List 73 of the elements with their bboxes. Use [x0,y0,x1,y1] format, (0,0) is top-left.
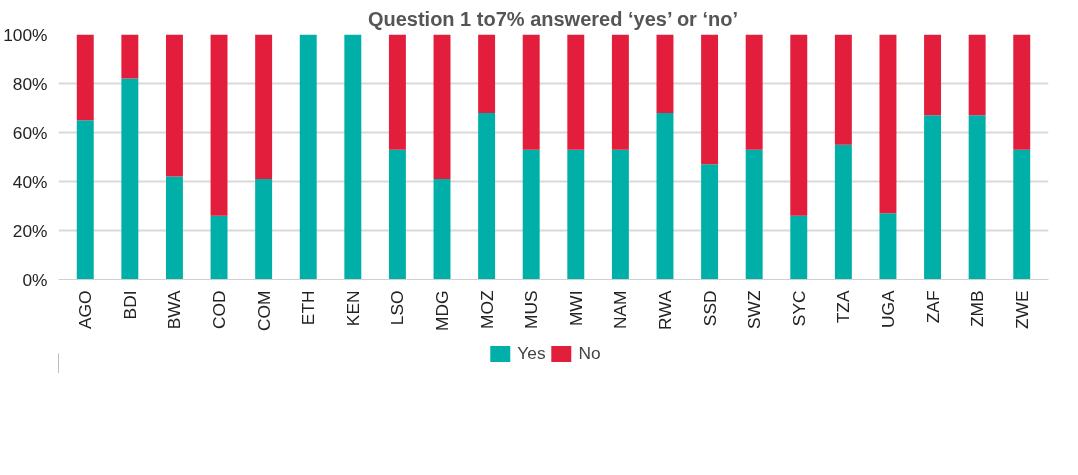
x-tick-label: NAM [610,290,631,330]
bar [567,149,585,280]
bar [210,34,228,216]
x-tick-label: UGA [877,290,898,329]
bar [165,176,183,280]
bar [522,149,540,280]
bar [478,34,496,113]
x-tick-label: MOZ [476,290,497,329]
bar [968,34,986,116]
chart-title: Question 1 to7% answered ‘yes’ or ‘no’ [367,7,738,30]
x-tick-label: MDG [432,290,453,331]
bar [388,149,406,280]
bar [834,34,852,145]
x-tick-label: COM [253,290,274,331]
bar [165,34,183,177]
x-tick-label: BWA [164,290,185,330]
bar [1013,149,1031,280]
x-tick-label: ETH [298,290,319,326]
x-tick-label: KEN [342,290,363,327]
bar [924,115,942,280]
bar [611,149,629,280]
x-tick-label: BDI [119,290,140,320]
bar [834,144,852,280]
bar [121,34,139,79]
bar [522,34,540,150]
x-tick-label: ZMB [967,290,988,328]
y-tick-label: 0% [22,269,48,290]
x-tick-label: ZWE [1011,290,1032,329]
bar [790,215,808,280]
bar [879,34,897,214]
legend-label: Yes [517,342,546,364]
bar [924,34,942,116]
y-tick-label: 60% [12,122,48,143]
y-tick-label: 20% [12,220,48,241]
x-tick-label: AGO [75,290,96,330]
bar [656,112,674,280]
bar [210,215,228,280]
bar [567,34,585,150]
bar [255,34,273,180]
bar [745,149,763,280]
y-tick-label: 40% [12,171,48,192]
legend-label: No [578,342,601,364]
bar [879,213,897,280]
x-tick-label: LSO [387,290,408,326]
y-tick-label: 100% [3,24,48,45]
bar [76,34,94,121]
x-tick-label: RWA [654,290,675,330]
bar [344,34,362,280]
bar [968,115,986,280]
bar [299,34,317,280]
x-tick-label: TZA [833,290,854,324]
x-tick-label: SYC [788,290,809,327]
x-tick-label: MWI [565,290,586,327]
x-tick-label: COD [209,290,230,330]
bar [790,34,808,216]
bar [701,34,719,165]
x-tick-label: SWZ [744,290,765,329]
y-tick-label: 80% [12,73,48,94]
x-tick-label: ZAF [922,290,943,324]
bar [1013,34,1031,150]
bar [388,34,406,150]
bar [433,179,451,280]
x-tick-label: SSD [699,290,720,327]
bar [478,112,496,280]
x-tick-label: MUS [521,290,542,330]
bar [701,164,719,280]
bar [611,34,629,150]
bar [745,34,763,150]
bar [255,179,273,280]
bar [76,120,94,280]
bar [433,34,451,180]
bar [656,34,674,113]
bar [121,78,139,280]
